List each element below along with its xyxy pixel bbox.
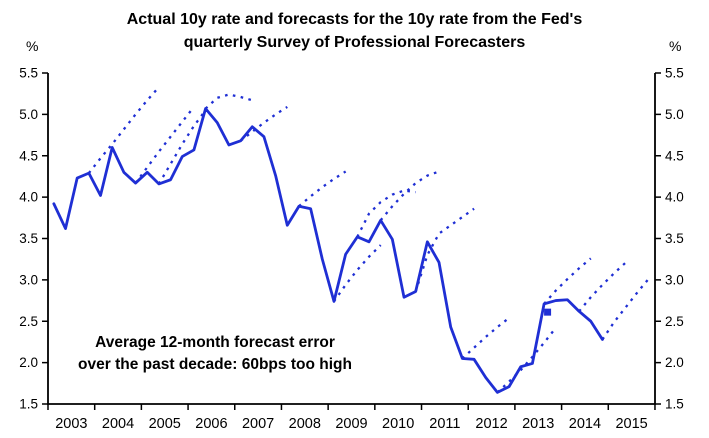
chart-title: Actual 10y rate and forecasts for the 10… (0, 8, 709, 54)
y-tick-label-left: 2.5 (19, 314, 38, 329)
y-axis-unit-right: % (669, 38, 682, 54)
x-tick-label: 2004 (102, 416, 134, 432)
forecast-line-spf-forecast-2006q2 (204, 93, 253, 110)
y-tick-label-right: 4.5 (665, 148, 684, 163)
forecast-line-spf-forecast-2012q3 (496, 327, 557, 394)
y-tick-label-left: 3.0 (19, 272, 38, 287)
y-tick-label-left: 5.0 (19, 107, 38, 122)
x-tick-label: 2014 (569, 416, 601, 432)
forecast-line-spf-forecast-2003q4 (87, 86, 160, 174)
y-tick-label-right: 2.5 (665, 314, 684, 329)
forecast-line-spf-forecast-2014q4 (601, 277, 651, 341)
y-tick-label-left: 5.5 (19, 66, 38, 81)
forecast-line-spf-forecast-2013q3 (543, 257, 592, 305)
annotation-line2: over the past decade: 60bps too high (78, 356, 352, 373)
y-tick-label-left: 3.5 (19, 231, 38, 246)
y-tick-label-right: 4.0 (665, 190, 684, 205)
y-tick-label-right: 3.0 (665, 272, 684, 287)
y-tick-label-left: 4.0 (19, 190, 38, 205)
x-tick-label: 2006 (195, 416, 227, 432)
y-tick-label-right: 1.5 (665, 397, 684, 412)
actual-rate-line (52, 107, 604, 394)
forecast-line-spf-forecast-2005q2 (157, 109, 207, 185)
x-tick-label: 2007 (242, 416, 274, 432)
x-tick-label: 2005 (149, 416, 181, 432)
forecast-line-spf-forecast-2009q3 (356, 189, 416, 238)
chart-title-line1: Actual 10y rate and forecasts for the 10… (126, 11, 583, 28)
y-axis-unit-left: % (26, 38, 39, 54)
y-tick-label-right: 5.5 (665, 66, 684, 81)
forecast-line-spf-forecast-2014q2 (578, 261, 627, 313)
forecast-line-spf-forecast-2011q4 (461, 317, 510, 360)
annotation-line1: Average 12-month forecast error (95, 334, 335, 351)
square-marker (544, 308, 552, 316)
x-tick-label: 2010 (382, 416, 414, 432)
y-tick-label-left: 1.5 (19, 397, 38, 412)
forecast-error-annotation: Average 12-month forecast error over the… (55, 332, 375, 376)
forecast-line-spf-forecast-2007q1 (239, 105, 288, 142)
x-tick-label: 2011 (429, 416, 460, 432)
y-tick-label-right: 3.5 (665, 231, 684, 246)
x-tick-label: 2015 (615, 416, 647, 432)
forecast-line-spf-forecast-2010q1 (379, 170, 440, 222)
x-tick-label: 2008 (289, 416, 321, 432)
y-tick-label-right: 2.0 (665, 355, 684, 370)
forecast-line-spf-forecast-2004q4 (134, 106, 195, 184)
y-tick-label-left: 2.0 (19, 355, 38, 370)
y-tick-label-right: 5.0 (665, 107, 684, 122)
forecast-line-spf-forecast-2008q2 (298, 170, 347, 208)
x-tick-label: 2003 (55, 416, 87, 432)
x-tick-label: 2012 (475, 416, 507, 432)
x-tick-label: 2013 (522, 416, 554, 432)
x-tick-label: 2009 (335, 416, 367, 432)
chart-title-line2: quarterly Survey of Professional Forecas… (183, 34, 526, 51)
y-tick-label-left: 4.5 (19, 148, 38, 163)
